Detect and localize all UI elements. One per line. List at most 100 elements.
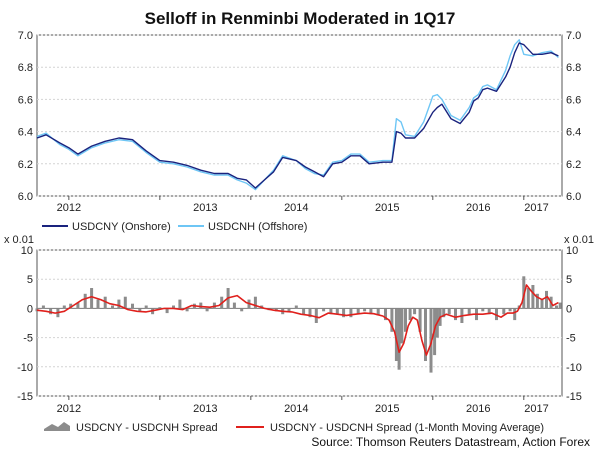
bottom-x-tick-label: 2014	[284, 403, 308, 415]
spread-bar	[545, 290, 548, 309]
series-line-usdcny	[36, 42, 559, 189]
spread-bar	[394, 308, 398, 361]
spread-bar	[376, 308, 380, 316]
rate-lines	[36, 39, 559, 191]
spread-bar	[349, 308, 353, 318]
top-y-tick-left: 6.8	[18, 62, 33, 74]
spread-bar	[400, 308, 404, 344]
top-y-tick-labels: 6.0 6.0 6.2 6.2 6.4 6.4 6.6 6.6 6.8 6.8 7.0 7.0	[18, 30, 582, 203]
spread-bar	[481, 308, 485, 312]
spread-bar	[397, 308, 401, 370]
spread-bar	[495, 308, 498, 321]
spread-bar	[302, 308, 306, 315]
spread-bar	[69, 303, 73, 309]
spread-bar	[165, 308, 169, 314]
spread-bar	[83, 293, 87, 309]
spread-bar	[62, 305, 66, 309]
top-x-tick-label: 2012	[57, 202, 81, 214]
spread-bar	[253, 296, 257, 309]
spread-bar	[531, 285, 535, 309]
spread-bar	[232, 302, 236, 309]
spread-bar	[111, 305, 114, 309]
spread-bar	[205, 308, 209, 312]
bottom-y-tick-right: 0	[566, 303, 572, 315]
legend-label-usdcnh: USDCNH (Offshore)	[208, 221, 307, 233]
top-y-tick-right: 6.6	[566, 94, 581, 106]
top-y-tick-right: 7.0	[566, 30, 581, 42]
top-x-tick-labels: 2012 2013 2014 2015 2016 2017	[57, 196, 549, 214]
spread-bar	[555, 305, 558, 309]
spread-bar	[158, 307, 162, 309]
top-gridlines	[37, 34, 562, 197]
spread-bar	[117, 299, 121, 309]
spread-bar	[90, 288, 94, 309]
legend-label-usdcny: USDCNY (Onshore)	[72, 221, 171, 233]
top-y-tick-left: 6.4	[18, 127, 33, 139]
spread-bar	[363, 308, 367, 312]
top-y-tick-left: 6.6	[18, 94, 33, 106]
top-x-tick-label: 2016	[466, 202, 490, 214]
spread-bar	[240, 308, 244, 312]
spread-bar	[535, 293, 539, 309]
legend-label-spread-ma: USDCNY - USDCNH Spread (1-Month Moving A…	[270, 422, 544, 434]
bottom-x-tick-label: 2015	[375, 403, 399, 415]
bottom-y-tick-right: -15	[566, 391, 582, 403]
series-line-usdcnh	[36, 39, 559, 191]
spread-bar	[454, 308, 457, 321]
top-y-tick-right: 6.0	[566, 191, 581, 203]
spread-bar	[172, 305, 175, 309]
bottom-x-tick-label: 2017	[524, 403, 548, 415]
spread-bar	[287, 308, 291, 312]
bottom-x-tick-label: 2012	[57, 403, 81, 415]
spread-bar	[447, 308, 451, 315]
bottom-y-tick-left: -10	[17, 362, 33, 374]
bottom-y-tick-right: -5	[566, 333, 576, 345]
bottom-y-tick-left: -5	[23, 333, 33, 345]
spread-bar	[314, 308, 318, 323]
spread-bar	[322, 308, 326, 312]
bottom-y-tick-left: -15	[17, 391, 33, 403]
bottom-y-tick-labels: 10 10 5 5 0 0 -5 -5 -10 -10 -15 -15	[17, 245, 582, 403]
bottom-y-tick-left: 10	[21, 245, 33, 257]
spread-bar	[49, 308, 53, 315]
spread-bar	[508, 308, 512, 312]
bottom-y-tick-left: 5	[27, 274, 33, 286]
spread-bar	[342, 308, 346, 318]
top-y-tick-left: 6.0	[18, 191, 33, 203]
spread-bar	[526, 288, 530, 309]
spread-bar	[138, 308, 142, 312]
spread-bar	[123, 296, 127, 309]
spread-bar	[35, 308, 39, 312]
top-y-tick-right: 6.8	[566, 62, 581, 74]
spread-bar	[404, 308, 407, 332]
bottom-y-tick-left: 0	[27, 303, 33, 315]
spread-bar	[144, 305, 148, 309]
spread-bar	[329, 308, 333, 315]
bottom-plot-frame	[36, 249, 563, 397]
bottom-legend: USDCNY - USDCNH Spread USDCNY - USDCNH S…	[44, 422, 544, 434]
spread-bar	[502, 308, 506, 315]
spread-bar	[413, 308, 417, 315]
spread-bar	[96, 299, 100, 309]
spread-bar	[178, 299, 182, 309]
right-unit-label: x 0.01	[564, 234, 594, 246]
spread-bar	[294, 305, 298, 309]
top-y-tick-left: 7.0	[18, 30, 33, 42]
top-x-tick-label: 2014	[284, 202, 308, 214]
spread-bar	[408, 308, 412, 321]
spread-ma-line-group	[36, 284, 559, 356]
spread-bar	[558, 302, 562, 309]
spread-bar	[390, 308, 394, 332]
top-y-tick-left: 6.2	[18, 159, 33, 171]
spread-bars	[35, 276, 562, 373]
left-unit-label: x 0.01	[4, 234, 34, 246]
top-x-tick-label: 2017	[524, 202, 548, 214]
top-y-tick-right: 6.2	[566, 159, 581, 171]
top-x-tick-label: 2015	[375, 202, 399, 214]
spread-bar	[308, 308, 312, 318]
bottom-y-tick-right: -10	[566, 362, 582, 374]
spread-ma-line	[36, 284, 559, 356]
legend-label-spread: USDCNY - USDCNH Spread	[76, 422, 218, 434]
legend-swatch-spread	[44, 422, 70, 431]
